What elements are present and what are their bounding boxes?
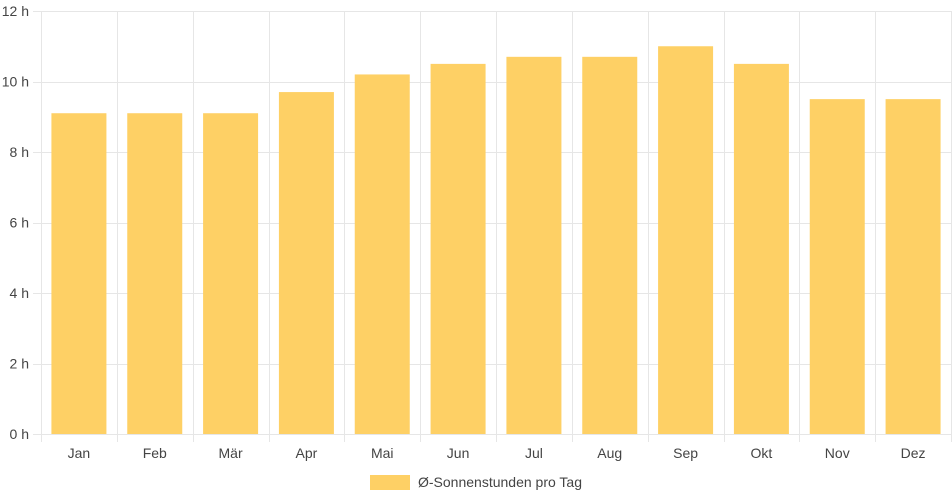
y-axis-ticks: 0 h 2 h 4 h 6 h 8 h 10 h 12 h <box>2 3 29 442</box>
y-tick-label: 4 h <box>10 285 29 301</box>
bar-mär[interactable] <box>203 113 259 434</box>
bar-dez[interactable] <box>885 99 941 434</box>
y-tick-label: 2 h <box>10 356 29 372</box>
x-tick-label: Jul <box>525 445 543 461</box>
bar-apr[interactable] <box>278 92 334 434</box>
legend-swatch <box>370 474 410 490</box>
x-axis-ticks: Jan Feb Mär Apr Mai Jun Jul Aug Sep Okt Nov Dez <box>68 445 926 461</box>
x-tick-label: Jun <box>447 445 470 461</box>
legend-label: Ø-Sonnenstunden pro Tag <box>418 474 582 490</box>
bar-jun[interactable] <box>430 63 486 434</box>
x-tick-label: Feb <box>143 445 167 461</box>
y-tick-label: 12 h <box>2 3 29 19</box>
bar-feb[interactable] <box>127 113 183 434</box>
x-tick-label: Mär <box>219 445 243 461</box>
bar-mai[interactable] <box>354 74 410 434</box>
bar-layer <box>51 46 941 434</box>
bar-okt[interactable] <box>733 63 789 434</box>
y-tick-label: 10 h <box>2 74 29 90</box>
x-tick-label: Aug <box>597 445 622 461</box>
bar-nov[interactable] <box>809 99 865 434</box>
bar-aug[interactable] <box>582 56 638 434</box>
grid-layer <box>33 11 952 442</box>
y-tick-label: 6 h <box>10 215 29 231</box>
sunshine-bar-chart: 0 h2 h4 h6 h8 h10 h12 h Jan Feb Mär Apr Mai J… <box>2 3 952 461</box>
bar-sep[interactable] <box>658 46 714 434</box>
x-tick-label: Sep <box>673 445 698 461</box>
x-tick-label: Okt <box>751 445 773 461</box>
y-tick-label: 0 h <box>10 426 29 442</box>
x-tick-label: Apr <box>296 445 318 461</box>
x-tick-label: Mai <box>371 445 394 461</box>
y-tick-label: 8 h <box>10 144 29 160</box>
legend[interactable]: Ø-Sonnenstunden pro Tag <box>0 470 952 494</box>
x-tick-label: Dez <box>901 445 926 461</box>
x-tick-label: Nov <box>825 445 850 461</box>
bar-jul[interactable] <box>506 56 562 434</box>
bar-jan[interactable] <box>51 113 107 434</box>
x-tick-label: Jan <box>68 445 91 461</box>
